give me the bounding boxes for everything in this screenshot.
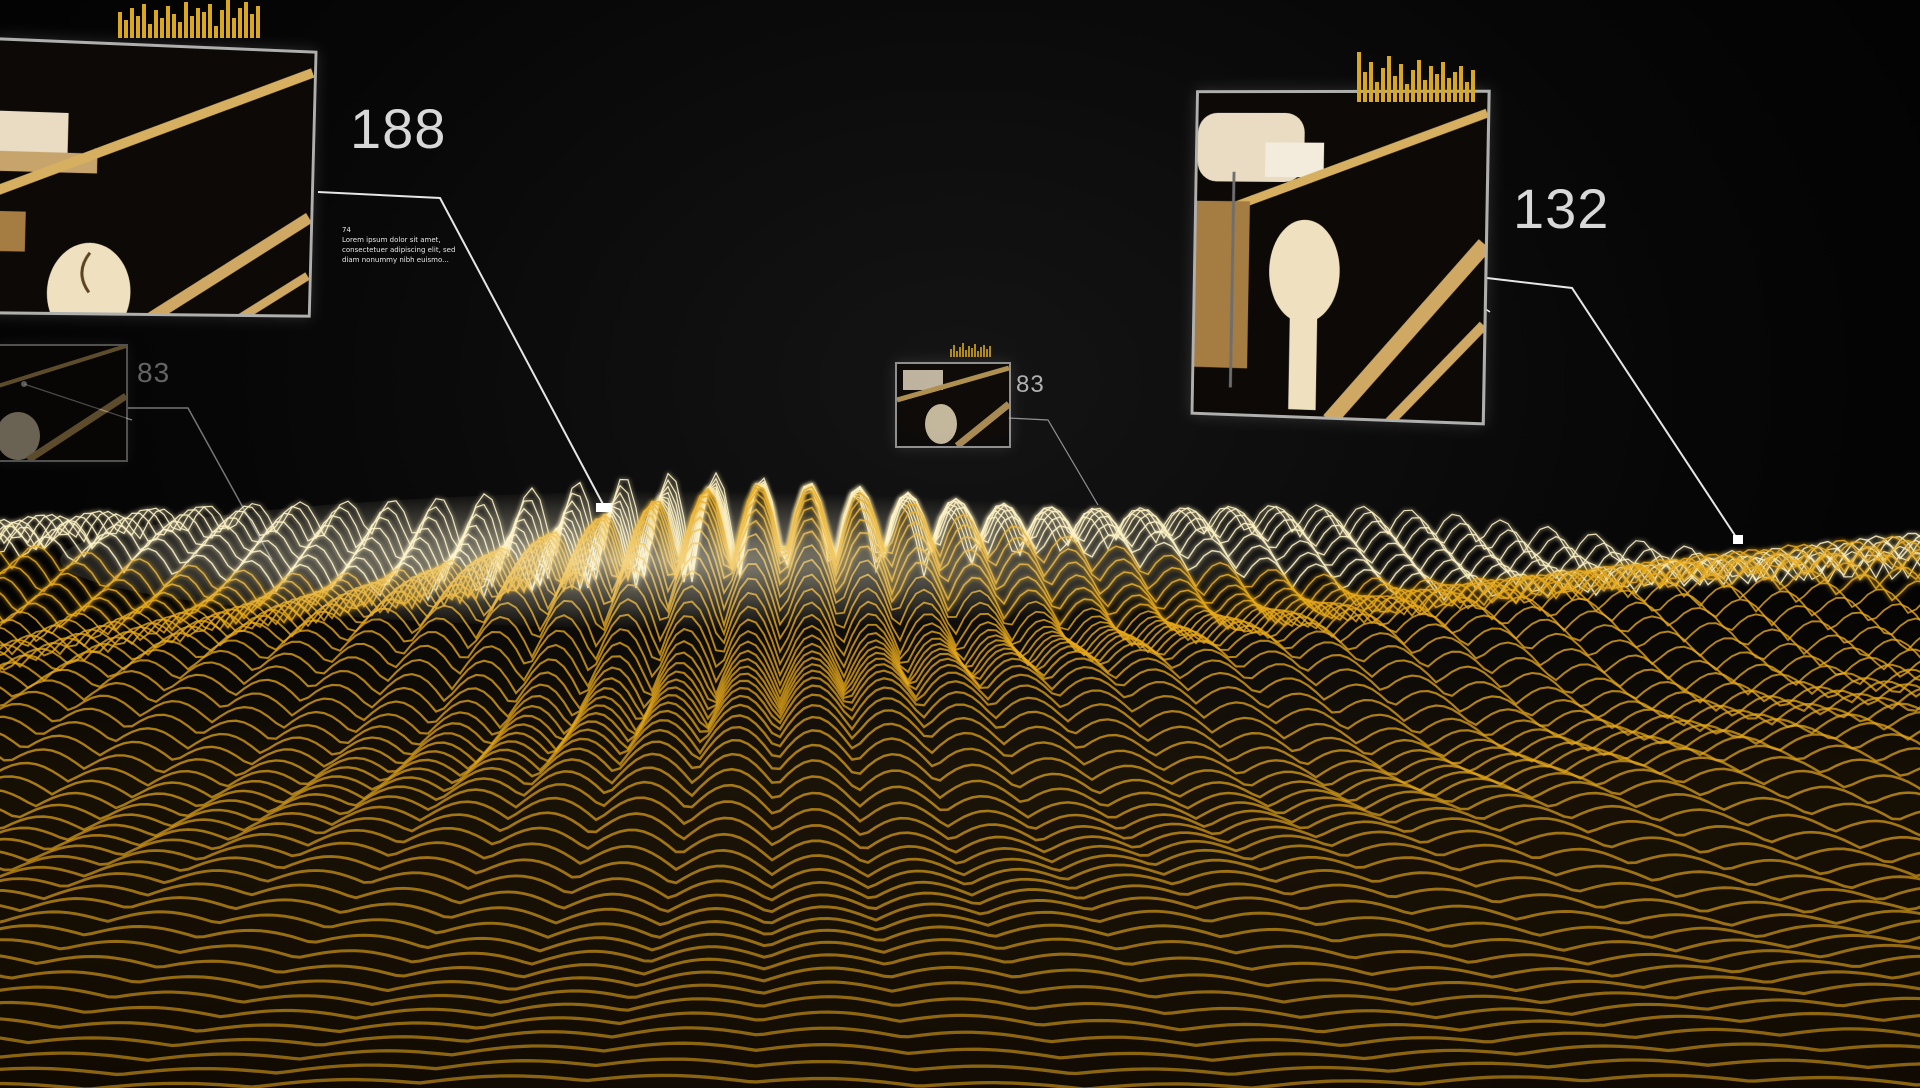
leader-line-center-small <box>1008 418 1098 505</box>
level-bars-left <box>118 0 260 38</box>
value-right-large: 132 <box>1513 176 1609 241</box>
value-left-small: 83 <box>137 357 170 389</box>
value-left-large: 188 <box>350 96 446 161</box>
video-panel-left-large <box>0 37 317 317</box>
video-panel-center-small <box>895 362 1011 448</box>
square-marker-right <box>1733 535 1743 544</box>
piano-hammer-image <box>0 40 315 314</box>
video-panel-left-small <box>0 344 128 462</box>
square-marker-left <box>596 503 612 512</box>
piano-hammer-image <box>897 364 1009 446</box>
caption-left-large: 74 Lorem ipsum dolor sit amet, consectet… <box>342 225 492 265</box>
value-center-small: 83 <box>1016 371 1045 399</box>
level-bars-center <box>950 343 991 357</box>
piano-hammer-image <box>1193 93 1487 422</box>
piano-hammer-image <box>0 346 126 460</box>
video-panel-right-large <box>1191 90 1491 426</box>
leader-line-right-large <box>1487 278 1738 540</box>
level-bars-right <box>1357 42 1475 102</box>
